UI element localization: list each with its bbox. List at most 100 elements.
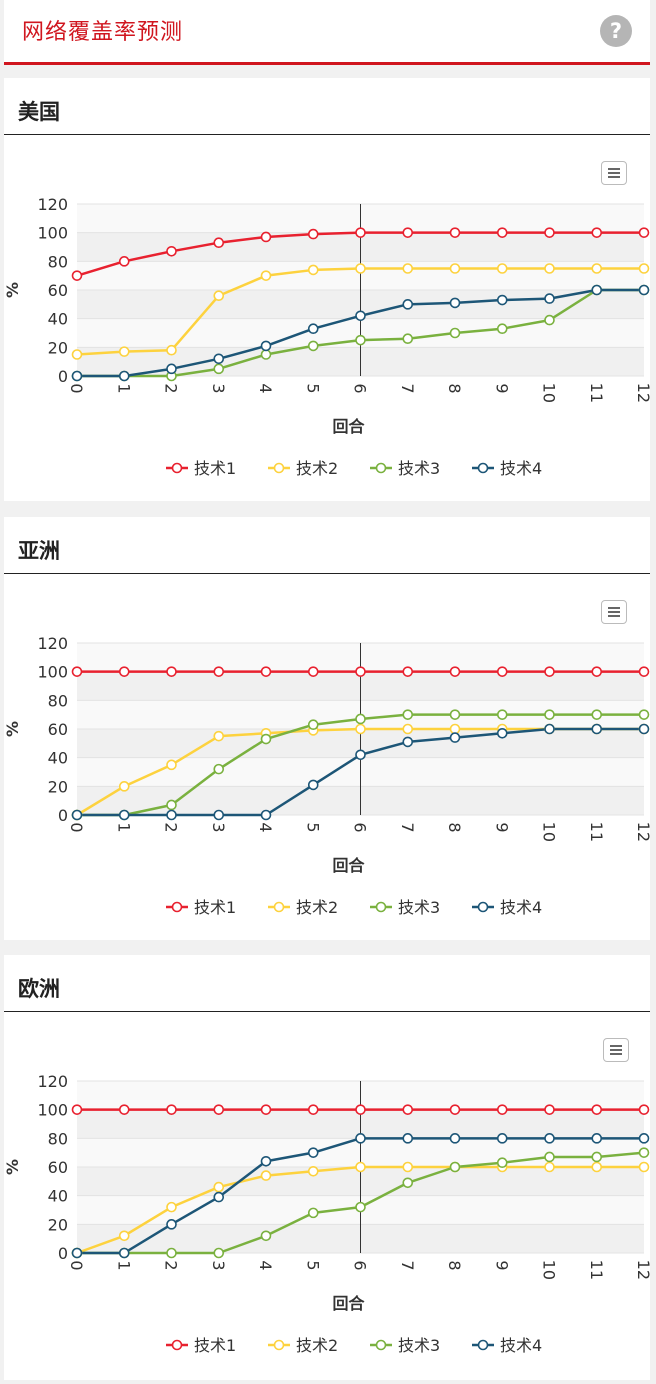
data-point	[213, 353, 225, 365]
x-tick-label: 4	[256, 383, 275, 393]
legend-swatch-marker	[375, 901, 387, 913]
chart-menu-button[interactable]	[601, 600, 627, 624]
data-point	[307, 719, 319, 730]
x-axis-title: 回合	[332, 417, 365, 436]
legend-item[interactable]: 技术2	[268, 1336, 338, 1355]
y-tick-label: 20	[48, 777, 68, 796]
x-tick-label: 5	[303, 822, 322, 832]
legend-item[interactable]: 技术1	[166, 898, 236, 917]
y-tick-label: 40	[48, 1187, 68, 1206]
data-point	[71, 809, 83, 821]
legend-swatch-marker	[273, 901, 285, 913]
data-point	[591, 723, 603, 735]
data-point	[355, 334, 366, 346]
data-point	[307, 1166, 319, 1177]
data-point	[449, 263, 461, 274]
data-point	[260, 270, 272, 281]
data-point	[355, 227, 366, 238]
data-point	[544, 263, 555, 274]
x-tick-label: 0	[67, 1260, 86, 1270]
y-tick-label: 40	[48, 749, 68, 768]
data-point	[496, 1157, 508, 1168]
x-tick-label: 4	[256, 1260, 275, 1270]
x-tick-label: 7	[398, 1260, 417, 1270]
app-header: 网络覆盖率预测 ?	[4, 0, 650, 65]
chart-menu-button[interactable]	[603, 1038, 629, 1062]
legend-item[interactable]: 技术4	[472, 898, 542, 917]
y-tick-label: 100	[37, 1101, 68, 1120]
data-point	[449, 297, 461, 309]
data-point	[307, 228, 319, 240]
data-point	[402, 666, 414, 677]
legend-label: 技术1	[194, 1336, 236, 1355]
legend-swatch-marker	[477, 1339, 489, 1351]
legend-item[interactable]: 技术3	[370, 1336, 440, 1355]
y-tick-label: 120	[37, 1072, 68, 1091]
x-tick-label: 7	[398, 822, 417, 832]
chart-menu-button[interactable]	[601, 161, 627, 185]
legend-item[interactable]: 技术3	[370, 459, 440, 478]
data-point	[260, 1230, 272, 1242]
y-tick-label: 0	[58, 1244, 68, 1263]
data-point	[544, 1104, 555, 1115]
data-point	[213, 290, 225, 302]
legend-swatch-marker	[477, 462, 489, 474]
legend-item[interactable]: 技术1	[166, 1336, 236, 1355]
panel-divider	[4, 1011, 650, 1012]
y-tick-label: 100	[37, 663, 68, 682]
x-tick-label: 9	[492, 383, 511, 393]
x-tick-label: 5	[303, 1260, 322, 1270]
data-point	[402, 227, 414, 238]
x-tick-label: 1	[114, 383, 133, 393]
y-tick-label: 40	[48, 310, 68, 329]
data-point	[449, 709, 461, 720]
panel-divider	[4, 573, 650, 574]
data-point	[166, 799, 177, 811]
panel-title: 欧洲	[18, 977, 60, 1001]
legend-label: 技术2	[296, 898, 338, 917]
data-point	[166, 1104, 177, 1115]
data-point	[355, 1201, 366, 1213]
legend-swatch-marker	[375, 462, 387, 474]
legend-item[interactable]: 技术2	[268, 459, 338, 478]
hamburger-menu-icon	[608, 607, 620, 609]
data-point	[591, 1133, 603, 1144]
legend-item[interactable]: 技术2	[268, 898, 338, 917]
data-point	[638, 1133, 650, 1144]
data-point	[638, 666, 650, 677]
panel-title: 亚洲	[18, 539, 60, 563]
legend-label: 技术4	[500, 1336, 542, 1355]
data-point	[402, 1177, 414, 1189]
legend-item[interactable]: 技术4	[472, 1336, 542, 1355]
data-point	[449, 1104, 461, 1115]
legend-label: 技术3	[398, 898, 440, 917]
x-tick-label: 4	[256, 822, 275, 832]
x-tick-label: 10	[540, 383, 559, 403]
legend-item[interactable]: 技术4	[472, 459, 542, 478]
y-tick-label: 120	[37, 634, 68, 653]
data-point	[591, 1104, 603, 1115]
x-tick-label: 11	[587, 1260, 606, 1280]
data-point	[213, 1191, 225, 1203]
hamburger-menu-icon-line	[608, 172, 620, 174]
data-point	[213, 237, 225, 248]
legend-item[interactable]: 技术1	[166, 459, 236, 478]
data-point	[449, 327, 461, 339]
data-point	[166, 344, 177, 356]
legend-label: 技术2	[296, 459, 338, 478]
data-point	[496, 263, 508, 274]
x-tick-label: 9	[492, 822, 511, 832]
y-tick-label: 60	[48, 720, 68, 739]
data-point	[307, 323, 319, 334]
x-tick-label: 9	[492, 1260, 511, 1270]
data-point	[213, 730, 225, 742]
question-mark-icon[interactable]: ?	[600, 15, 632, 47]
data-point	[260, 1155, 272, 1167]
data-point	[544, 1133, 555, 1144]
x-tick-label: 5	[303, 383, 322, 393]
legend-item[interactable]: 技术3	[370, 898, 440, 917]
data-point	[449, 227, 461, 238]
